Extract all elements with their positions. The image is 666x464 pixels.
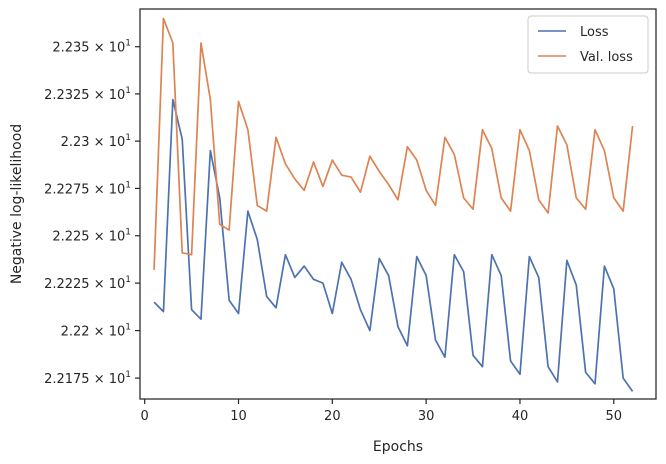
legend-label-loss: Loss: [580, 25, 609, 40]
plot-frame: [139, 8, 657, 400]
legend-label-val-loss: Val. loss: [580, 50, 633, 65]
x-axis-label: Epochs: [373, 439, 423, 455]
legend: Loss Val. loss: [527, 15, 649, 74]
y-tick-label: 2.225 × 101: [52, 228, 131, 245]
x-tick-label: 30: [418, 409, 435, 424]
y-tick-label: 2.2225 × 101: [44, 275, 131, 292]
series-line-val-loss: [153, 17, 634, 270]
y-tick-label: 2.2275 × 101: [44, 180, 131, 197]
x-tick-label: 50: [606, 409, 623, 424]
y-tick-label: 2.2325 × 101: [44, 86, 131, 103]
series-layer: [153, 17, 634, 392]
y-tick-label: 2.235 × 101: [52, 39, 131, 56]
x-tick-label: 40: [512, 409, 529, 424]
y-tick-label: 2.2175 × 101: [44, 370, 131, 387]
x-tick-label: 0: [141, 409, 149, 424]
y-axis-ticks: 2.2175 × 101 2.22 × 101 2.2225 × 101 2.225 …: [44, 39, 140, 387]
x-tick-label: 20: [324, 409, 341, 424]
x-tick-label: 10: [230, 409, 247, 424]
y-axis-label: Negative log-likelihood: [9, 124, 25, 284]
y-tick-label: 2.22 × 101: [61, 323, 131, 340]
y-tick-label: 2.23 × 101: [61, 133, 131, 150]
series-line-loss: [153, 98, 634, 392]
x-axis-ticks: 0 10 20 30 40 50: [141, 399, 623, 424]
plot-area: [140, 9, 656, 399]
